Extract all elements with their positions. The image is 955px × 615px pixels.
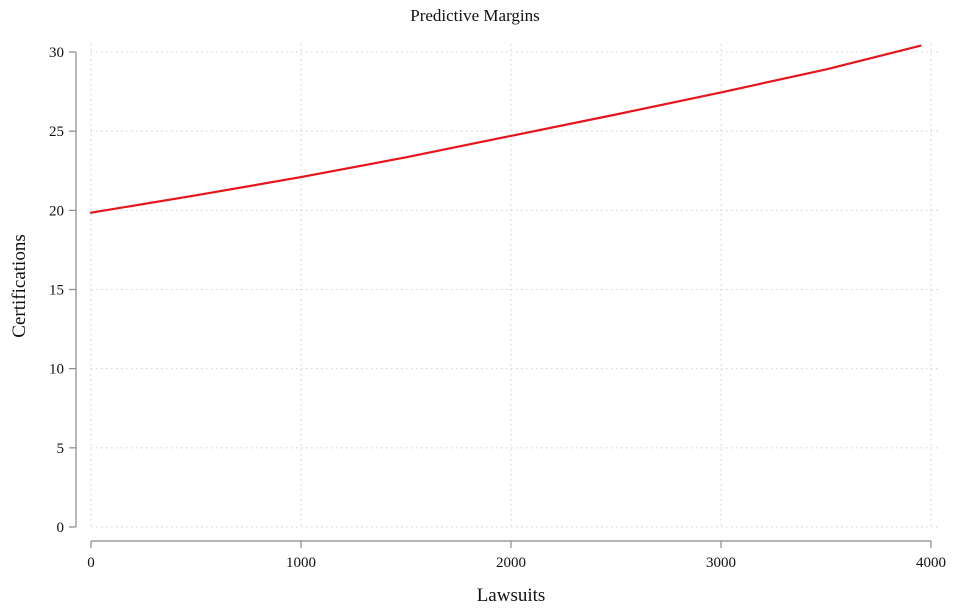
grid <box>90 44 941 528</box>
y-tick-label: 25 <box>49 124 64 140</box>
y-tick-label: 5 <box>57 441 65 457</box>
x-tick-label: 1000 <box>286 555 316 571</box>
x-axis-title: Lawsuits <box>477 585 546 606</box>
x-tick-label: 4000 <box>916 555 946 571</box>
x-tick-label: 3000 <box>706 555 736 571</box>
y-tick-label: 15 <box>49 283 64 299</box>
x-tick-label: 2000 <box>496 555 526 571</box>
axes <box>75 52 931 542</box>
chart-title: Predictive Margins <box>410 6 540 25</box>
y-tick-label: 20 <box>49 203 64 219</box>
y-ticks: 0 5 10 15 20 25 30 <box>49 45 76 536</box>
x-tick-label: 0 <box>87 555 95 571</box>
y-tick-label: 30 <box>49 45 64 61</box>
x-ticks: 0 1000 2000 3000 4000 <box>87 541 946 571</box>
y-axis-title: Certifications <box>9 234 30 337</box>
series-line <box>89 44 922 214</box>
series-layer <box>89 44 922 214</box>
y-tick-label: 0 <box>57 520 65 536</box>
y-tick-label: 10 <box>49 362 64 378</box>
